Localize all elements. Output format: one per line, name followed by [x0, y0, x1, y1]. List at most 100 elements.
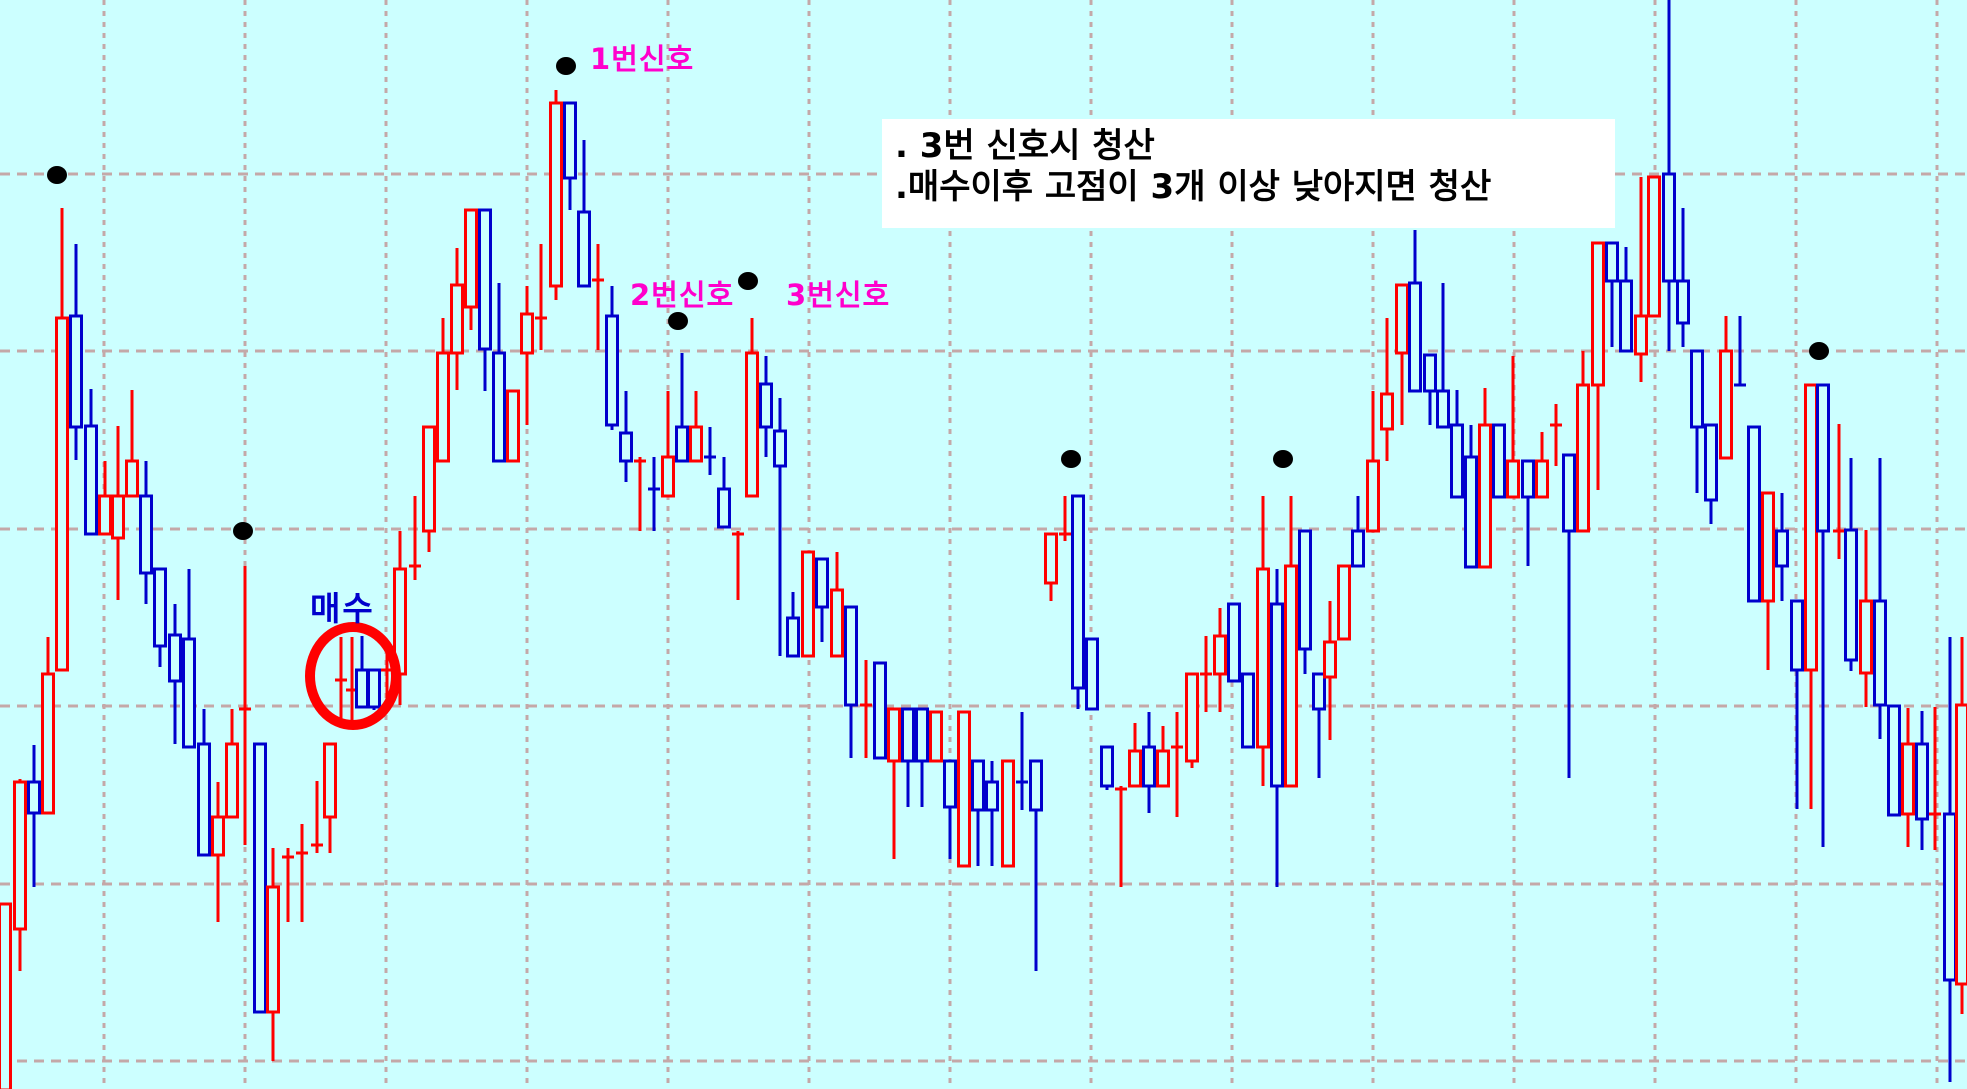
candle-body — [1492, 423, 1506, 499]
candle-body — [1901, 742, 1915, 816]
candle-body — [0, 902, 12, 1089]
candle-body — [1647, 175, 1661, 318]
candle-body — [1662, 172, 1676, 283]
candle-body — [41, 672, 55, 815]
candle-body — [1761, 491, 1775, 603]
candle-body — [355, 668, 369, 709]
candle-body — [367, 668, 381, 709]
candle-body — [1213, 634, 1227, 676]
signal-dot — [1061, 450, 1081, 468]
signal-dot — [1809, 342, 1829, 360]
candle-body — [563, 101, 577, 180]
candle-body — [1044, 532, 1058, 585]
candle-body — [1605, 241, 1619, 283]
candle-body — [1001, 759, 1015, 868]
candle-body — [211, 815, 225, 857]
candle-body — [197, 742, 211, 857]
candle-body — [84, 424, 98, 536]
candle-body — [478, 208, 492, 351]
candle-body — [887, 707, 901, 763]
candle-body — [323, 742, 337, 819]
candle-body — [1142, 745, 1156, 788]
candle-body — [1408, 281, 1422, 393]
candle-body — [1859, 599, 1873, 675]
candle-body — [577, 210, 591, 288]
candle-body — [675, 425, 689, 463]
candle-body — [450, 283, 464, 355]
candle-body — [1029, 759, 1043, 812]
buy-circle-annotation — [305, 622, 401, 730]
candle-body — [830, 588, 844, 658]
candle-body — [1576, 383, 1590, 533]
candle-body — [1270, 602, 1284, 788]
candle-body — [1395, 283, 1409, 355]
signal-dot — [233, 522, 253, 540]
signal-dot — [556, 57, 576, 75]
candle-body — [13, 780, 27, 931]
candle-body — [957, 710, 971, 868]
candle-body — [1521, 459, 1535, 499]
candle-body — [1100, 745, 1114, 788]
candle-body — [1915, 742, 1929, 821]
candle-body — [759, 382, 773, 429]
candle-body — [1436, 389, 1450, 429]
candle-body — [168, 633, 182, 683]
candle-body — [1634, 314, 1648, 356]
candle-body — [619, 431, 633, 463]
candle-body — [1747, 425, 1761, 603]
candle-body — [111, 494, 125, 540]
candle-body — [773, 429, 787, 468]
candle-body — [689, 425, 703, 463]
candle-body — [27, 780, 41, 815]
candle-body — [1464, 455, 1478, 569]
candle-body — [801, 550, 815, 658]
candle-body — [98, 494, 112, 536]
candle-body — [1719, 349, 1733, 460]
candle-body — [1887, 704, 1901, 817]
candle-body — [1156, 749, 1170, 788]
candle-body — [971, 759, 985, 812]
candle-body — [815, 557, 829, 609]
candle-body — [985, 780, 999, 812]
signal-1-label: 1번신호 — [590, 42, 695, 76]
strategy-note-line1: . 3번 신호시 청산 — [895, 126, 1155, 166]
signal-3-label: 3번신호 — [786, 278, 891, 312]
candle-body — [605, 314, 619, 427]
candle-body — [1844, 528, 1858, 662]
candle-body — [1241, 672, 1255, 749]
candle-body — [253, 742, 267, 1014]
candle-body — [1478, 423, 1492, 569]
candle-body — [1380, 392, 1394, 431]
candle-body — [717, 487, 731, 529]
candle-body — [1227, 602, 1241, 683]
candle-body — [1366, 459, 1380, 533]
candle-body — [1351, 529, 1365, 568]
candle-body — [492, 351, 506, 463]
strategy-note-box: . 3번 신호시 청산 .매수이후 고점이 3개 이상 낮아지면 청산 — [882, 119, 1615, 228]
candle-body — [520, 312, 534, 355]
signal-dot — [668, 312, 688, 330]
candle-body — [225, 742, 239, 819]
candle-body — [1337, 564, 1351, 641]
candle-body — [1298, 529, 1312, 651]
candle-body — [1506, 459, 1520, 499]
candle-body — [1955, 703, 1967, 986]
candle-body — [1423, 353, 1437, 393]
candle-body — [1619, 279, 1633, 353]
candle-body — [915, 707, 929, 763]
candle-body — [745, 351, 759, 498]
signal-dot — [1273, 450, 1293, 468]
candle-body — [873, 661, 887, 760]
candle-body — [1323, 640, 1337, 679]
candle-body — [1535, 459, 1549, 499]
candle-body — [1816, 383, 1830, 533]
candle-body — [266, 885, 280, 1014]
candle-body — [1873, 599, 1887, 707]
candle-body — [506, 389, 520, 463]
candle-body — [1591, 241, 1605, 387]
candle-body — [1085, 637, 1099, 711]
candle-body — [1562, 453, 1576, 533]
candle-body — [1676, 279, 1690, 325]
candle-body — [844, 605, 858, 707]
